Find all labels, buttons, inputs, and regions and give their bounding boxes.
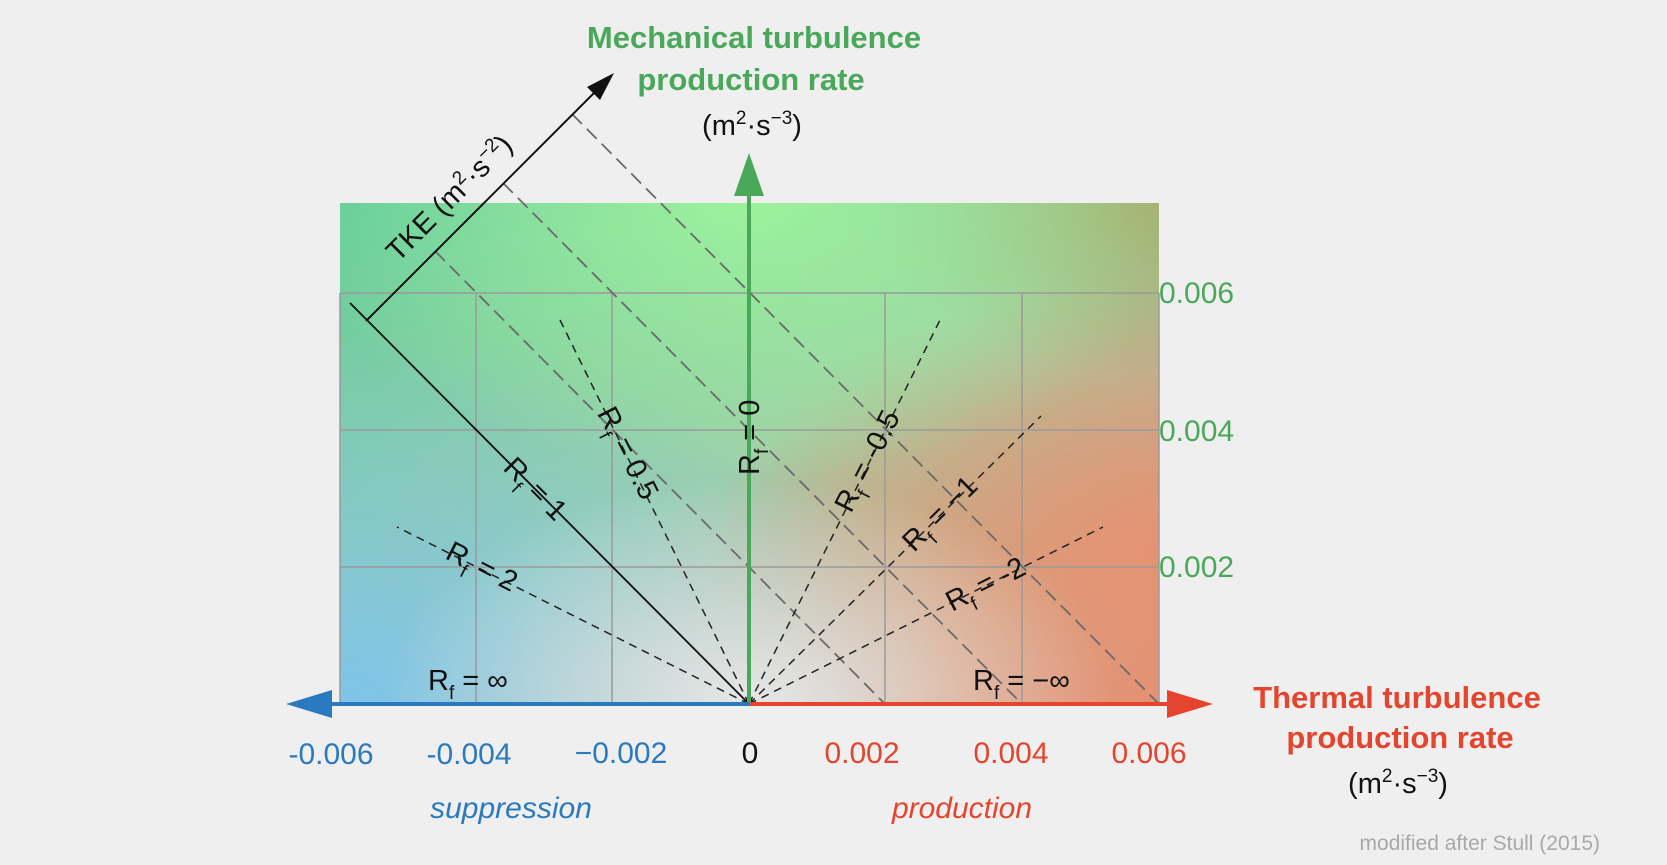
x-title-line2: production rate: [1286, 720, 1513, 755]
source-credit: modified after Stull (2015): [1360, 832, 1600, 855]
x-axis-left-arrowhead-icon: [286, 690, 332, 718]
y-tick-0.004: 0.004: [1159, 415, 1234, 448]
y-axis: [734, 153, 764, 704]
y-title-line2: production rate: [637, 62, 864, 97]
rf-neg-two-ray: [748, 526, 1104, 705]
tke-isolines: [434, 113, 1160, 705]
x-tick-0.004: 0.004: [973, 737, 1048, 770]
rf-rays: [396, 317, 1104, 705]
x-title-unit: (m2·s−3): [1348, 766, 1448, 800]
rf-zero-label: Rf = 0: [734, 400, 773, 475]
x-title-line1: Thermal turbulence: [1253, 680, 1541, 715]
x-tick-neg0.002: −0.002: [575, 737, 668, 770]
y-title-line1: Mechanical turbulence: [587, 20, 921, 55]
suppression-label: suppression: [430, 792, 592, 825]
grid: [339, 292, 1160, 704]
x-tick-neg0.004: -0.004: [426, 738, 511, 771]
x-axis-right-arrowhead-icon: [1167, 690, 1213, 718]
rf-neg-one-ray: [748, 415, 1042, 705]
production-label: production: [891, 792, 1032, 825]
x-tick-neg0.006: -0.006: [288, 738, 373, 771]
y-axis-arrowhead-icon: [734, 153, 764, 196]
x-tick-0.006: 0.006: [1111, 737, 1186, 770]
x-axis: [286, 690, 1213, 718]
y-tick-0.006: 0.006: [1159, 277, 1234, 310]
rf-one-line: [349, 302, 750, 705]
tke-isoline-3: [571, 113, 1160, 705]
rf-neg-half-ray: [748, 317, 942, 705]
x-tick-0.002: 0.002: [824, 737, 899, 770]
rf-inf-label: Rf = ∞: [428, 665, 508, 704]
rf-neg-inf-label: Rf = −∞: [973, 665, 1070, 704]
tke-isoline-1: [434, 250, 886, 705]
rf-half-ray: [559, 319, 750, 705]
y-tick-0.002: 0.002: [1159, 551, 1234, 584]
tke-arrowhead-icon: [587, 73, 614, 100]
x-tick-zero: 0: [742, 737, 759, 770]
tke-axis-line: [365, 85, 602, 322]
y-title-unit: (m2·s−3): [702, 108, 802, 142]
tke-isoline-2: [502, 182, 1023, 705]
rf-two-ray: [396, 526, 750, 705]
